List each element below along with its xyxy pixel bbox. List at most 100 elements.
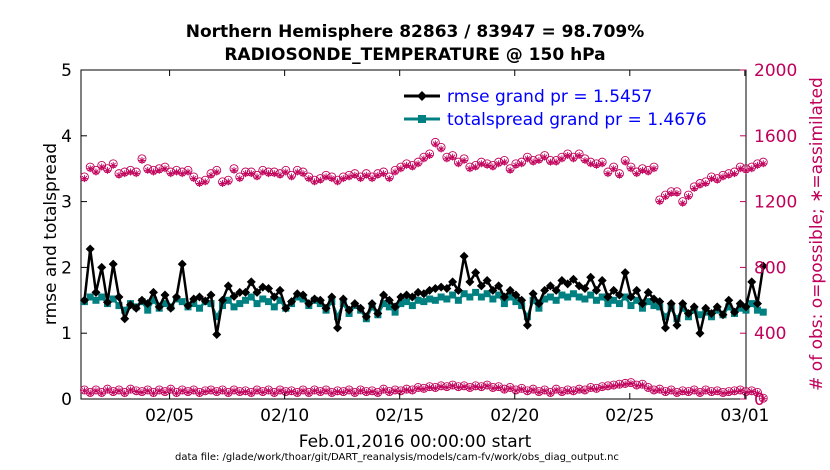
obs-assimilated-point [414,384,422,392]
rmse-point [453,285,463,295]
totalspread-point [569,290,577,298]
obs-assimilated-point [736,387,744,395]
rmse-point [448,277,458,287]
obs-assimilated-point [564,387,572,395]
obs-assimilated-point [161,388,169,396]
obs-assimilated-point [638,381,646,389]
obs-assimilated-point [345,173,353,181]
obs-assimilated-point [604,383,612,391]
y-left-tick-label: 2 [61,258,72,278]
totalspread-point [121,306,129,314]
chart-title-line2: RADIOSONDE_TEMPERATURE @ 150 hPa [224,45,605,65]
rmse-point [712,302,722,312]
obs-assimilated-point [149,168,157,176]
totalspread-point [98,293,106,301]
rmse-point [91,287,101,297]
obs-assimilated-point [167,170,175,178]
obs-assimilated-point [690,387,698,395]
obs-assimilated-point [518,385,526,393]
obs-assimilated-point [667,189,675,197]
totalspread-point [604,300,612,308]
obs-assimilated-point [500,386,508,394]
obs-assimilated-point [696,181,704,189]
totalspread-point [541,295,549,303]
totalspread-point [224,296,232,304]
obs-assimilated-point [253,387,261,395]
obs-assimilated-point [224,389,232,397]
rmse-point [85,244,95,254]
x-tick-label: 02/10 [260,406,309,426]
y-left-tick-label: 5 [61,61,72,81]
obs-assimilated-point [535,156,543,164]
obs-assimilated-point [380,170,388,178]
totalspread-point [190,300,198,308]
obs-assimilated-point [661,193,669,201]
rmse-point [350,299,360,309]
obs-assimilated-point [311,387,319,395]
obs-assimilated-point [270,170,278,178]
totalspread-point [334,313,342,321]
obs-assimilated-point [161,165,169,173]
obs-assimilated-point [288,173,296,181]
totalspread-point [592,296,600,304]
rmse-point [666,299,676,309]
obs-assimilated-point [638,166,646,174]
totalspread-point [408,302,416,310]
obs-assimilated-point [518,160,526,168]
obs-assimilated-point [213,168,221,176]
obs-assimilated-point [80,175,88,183]
obs-assimilated-point [426,152,434,160]
obs-assimilated-point [426,383,434,391]
obs-assimilated-point [144,166,152,174]
y-left-axis-label: rmse and totalspread [41,143,61,325]
obs-assimilated-point [311,178,319,186]
rmse-point [701,303,711,313]
obs-assimilated-point [454,383,462,391]
obs-assimilated-point [523,155,531,163]
rmse-point [384,295,394,305]
totalspread-point [627,302,635,310]
obs-assimilated-point [702,387,710,395]
rmse-point [333,323,343,333]
obs-assimilated-point [236,388,244,396]
obs-assimilated-point [259,388,267,396]
obs-assimilated-point [506,384,514,392]
totalspread-point [512,298,520,306]
obs-assimilated-point [633,170,641,178]
rmse-point [695,328,705,338]
obs-assimilated-point [368,388,376,396]
totalspread-point [552,296,560,304]
obs-assimilated-point [282,168,290,176]
y-left-tick-label: 0 [61,390,72,410]
rmse-point [632,285,642,295]
obs-assimilated-point [98,389,106,397]
totalspread-point [276,296,284,304]
totalspread-point [449,291,457,299]
obs-assimilated-point [236,175,244,183]
obs-assimilated-point [564,152,572,160]
rmse-point [683,308,693,318]
rmse-point [281,303,291,313]
totalspread-point [420,298,428,306]
obs-assimilated-point [552,386,560,394]
totalspread-point [736,304,744,312]
rmse-point [442,283,452,293]
obs-assimilated-point [587,160,595,168]
obs-assimilated-point [196,389,204,397]
totalspread-point [247,293,255,301]
totalspread-point [242,296,250,304]
rmse-point [177,259,187,269]
obs-assimilated-point [230,166,238,174]
rmse-point [476,281,486,291]
obs-assimilated-point [385,388,393,396]
rmse-point [379,290,389,300]
totalspread-point [644,298,652,306]
obs-assimilated-point [569,155,577,163]
obs-assimilated-point [460,156,468,164]
obs-assimilated-point [621,380,629,388]
obs-assimilated-point [316,176,324,184]
totalspread-point [454,296,462,304]
obs-assimilated-point [754,389,762,397]
obs-assimilated-point [385,175,393,183]
rmse-point [741,302,751,312]
